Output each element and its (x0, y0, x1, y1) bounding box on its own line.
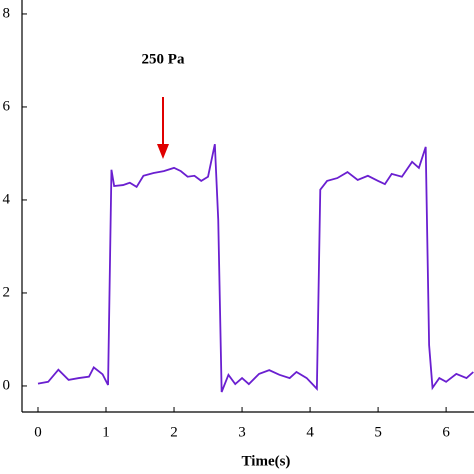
x-tick-label: 4 (306, 424, 314, 440)
data-line (37, 143, 474, 393)
x-tick-label: 3 (238, 424, 246, 440)
y-tick-label: 8 (3, 5, 11, 21)
y-tick-label: 4 (3, 191, 11, 207)
annotation: 250 Pa (142, 51, 185, 67)
y-tick-label: 0 (3, 377, 11, 393)
x-tick-label: 1 (102, 424, 110, 440)
x-axis-label: Time(s) (242, 453, 291, 469)
x-tick-label: 5 (374, 424, 382, 440)
annotation-arrowhead (157, 144, 169, 159)
x-tick-label: 0 (34, 424, 42, 440)
y-tick-label: 2 (3, 284, 11, 300)
x-tick-label: 6 (442, 424, 450, 440)
y-tick-label: 6 (3, 98, 11, 114)
x-tick-label: 2 (170, 424, 178, 440)
